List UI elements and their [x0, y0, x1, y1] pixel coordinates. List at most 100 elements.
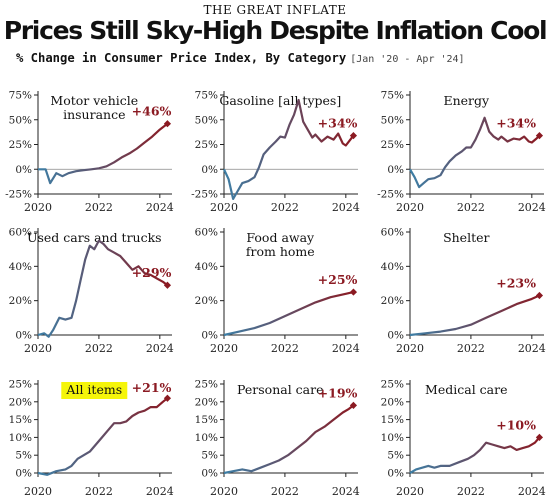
y-tick-label: 10%: [381, 432, 404, 444]
x-tick-label: 2022: [271, 485, 299, 498]
x-tick-label: 2024: [332, 342, 360, 355]
endpoint-marker: [349, 401, 358, 409]
y-tick-label: 0%: [387, 330, 404, 342]
x-tick-label: 2020: [24, 201, 52, 214]
x-tick-label: 2024: [146, 201, 174, 214]
y-tick-label: 20%: [381, 396, 404, 408]
y-tick-label: 40%: [9, 261, 32, 273]
x-tick-label: 2020: [396, 342, 424, 355]
title-highlight: [61, 382, 128, 399]
y-tick-label: 10%: [9, 432, 32, 444]
x-tick-label: 2020: [396, 201, 424, 214]
y-tick-label: 25%: [195, 139, 218, 151]
x-tick-label: 2022: [85, 485, 113, 498]
x-tick-label: 2022: [457, 485, 485, 498]
x-tick-label: 2020: [396, 485, 424, 498]
chart-panel: 0% 5% 10% 15% 20% 25% 2020 2022 2024 All items +21…: [9, 379, 174, 499]
y-tick-label: 5%: [15, 450, 32, 462]
y-tick-label: 5%: [201, 450, 218, 462]
panel-title: insurance: [63, 107, 125, 122]
final-value-label: +19%: [318, 385, 358, 400]
kicker: THE GREAT INFLATE: [203, 3, 347, 17]
endpoint-marker: [163, 281, 172, 289]
y-tick-label: 15%: [9, 414, 32, 426]
chart-panel: 0% 20% 40% 60% 2020 2022 2024 Used cars and tru…: [9, 227, 174, 356]
y-tick-label: 0%: [201, 330, 218, 342]
y-tick-label: 60%: [195, 227, 218, 239]
y-tick-label: 50%: [195, 114, 218, 126]
endpoint-marker: [163, 394, 172, 402]
final-value-label: +34%: [496, 116, 536, 131]
series-line: [223, 291, 354, 337]
y-tick-label: 25%: [9, 379, 32, 391]
x-tick-label: 2024: [332, 201, 360, 214]
series-line: [37, 239, 169, 338]
x-tick-label: 2020: [24, 485, 52, 498]
series-line: [409, 436, 541, 474]
y-tick-label: 20%: [9, 295, 32, 307]
y-tick-label: -25%: [377, 189, 404, 201]
y-tick-label: 20%: [381, 295, 404, 307]
y-tick-label: 40%: [381, 261, 404, 273]
y-tick-label: 75%: [195, 90, 218, 102]
y-tick-label: 0%: [15, 468, 32, 480]
y-tick-label: 25%: [381, 139, 404, 151]
panel-title: from home: [246, 244, 315, 259]
x-tick-label: 2022: [457, 201, 485, 214]
y-tick-label: 25%: [195, 379, 218, 391]
panel-title: Energy: [443, 93, 490, 108]
panel-title: Motor vehicle: [50, 93, 138, 108]
x-tick-label: 2020: [24, 342, 52, 355]
y-tick-label: 25%: [9, 139, 32, 151]
panel-title: Food away: [246, 230, 315, 245]
series-line: [223, 404, 355, 475]
x-tick-label: 2020: [210, 485, 238, 498]
x-tick-label: 2022: [85, 201, 113, 214]
x-tick-label: 2024: [518, 342, 546, 355]
final-value-label: +21%: [132, 380, 172, 395]
subtitle: % Change in Consumer Price Index, By Cat…: [16, 51, 550, 65]
x-tick-label: 2024: [518, 201, 546, 214]
series-line: [409, 116, 541, 189]
panel-title: Medical care: [425, 382, 507, 397]
x-tick-label: 2020: [210, 342, 238, 355]
panel-title: Used cars and trucks: [27, 230, 162, 245]
chart-panel: -25% 0% 25% 50% 75% 2020 2022 2024 Gasoline [all…: [191, 90, 360, 215]
series-line: [38, 122, 169, 185]
y-tick-label: 75%: [9, 90, 32, 102]
y-tick-label: 0%: [15, 164, 32, 176]
chart-panel: 0% 20% 40% 60% 2020 2022 2024 Shelter +23%: [381, 227, 546, 356]
final-value-label: +25%: [318, 272, 358, 287]
y-tick-label: 20%: [195, 396, 218, 408]
x-tick-label: 2022: [271, 201, 299, 214]
x-tick-label: 2022: [457, 342, 485, 355]
subtitle-text: % Change in Consumer Price Index, By Cat…: [16, 51, 347, 65]
y-tick-label: 25%: [381, 379, 404, 391]
x-tick-label: 2022: [85, 342, 113, 355]
y-tick-label: 60%: [381, 227, 404, 239]
panel-title: Personal care: [237, 382, 323, 397]
y-tick-label: 75%: [381, 90, 404, 102]
page-title: Prices Still Sky-High Despite Inflation …: [3, 16, 548, 45]
y-tick-label: -25%: [191, 189, 218, 201]
y-tick-label: 15%: [381, 414, 404, 426]
y-tick-label: 5%: [387, 450, 404, 462]
y-tick-label: 20%: [9, 396, 32, 408]
y-tick-label: 20%: [195, 295, 218, 307]
chart-panel: -25% 0% 25% 50% 75% 2020 2022 2024 Motor vehicle…: [5, 90, 174, 215]
y-tick-label: 0%: [387, 164, 404, 176]
date-range: [Jan '20 - Apr '24]: [350, 54, 465, 65]
x-tick-label: 2024: [332, 485, 360, 498]
endpoint-marker: [349, 288, 358, 296]
y-tick-label: 50%: [9, 114, 32, 126]
x-tick-label: 2020: [210, 201, 238, 214]
x-tick-label: 2024: [518, 485, 546, 498]
y-tick-label: 0%: [201, 468, 218, 480]
endpoint-marker: [535, 291, 544, 300]
y-tick-label: 40%: [195, 261, 218, 273]
x-tick-label: 2024: [146, 485, 174, 498]
chart-panel: 0% 5% 10% 15% 20% 25% 2020 2022 2024 Personal car…: [195, 379, 360, 499]
final-value-label: +29%: [132, 265, 172, 280]
panel-title: Gasoline [all types]: [219, 93, 341, 108]
